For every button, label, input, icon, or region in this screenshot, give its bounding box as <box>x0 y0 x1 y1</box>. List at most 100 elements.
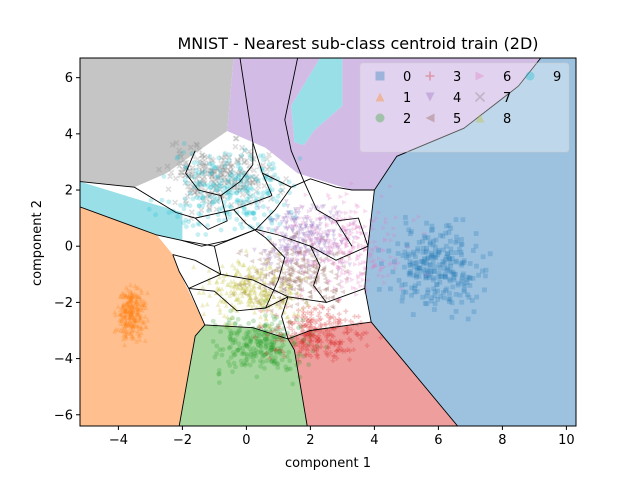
data-point <box>316 240 322 246</box>
data-point <box>291 218 297 224</box>
data-point <box>282 274 287 280</box>
data-point <box>315 225 321 231</box>
data-point <box>396 260 402 266</box>
data-point <box>329 242 335 248</box>
data-point <box>228 279 234 284</box>
data-point <box>235 296 241 302</box>
data-point <box>231 284 237 290</box>
data-point <box>315 244 321 250</box>
data-point <box>246 342 252 347</box>
data-point <box>123 292 129 298</box>
data-point <box>113 326 119 332</box>
data-point <box>247 290 253 296</box>
data-point <box>241 335 247 341</box>
data-point <box>126 321 132 327</box>
data-point <box>307 230 313 236</box>
data-point <box>263 337 269 343</box>
data-point <box>337 264 343 270</box>
data-point <box>224 184 230 189</box>
data-point <box>199 197 206 204</box>
data-point <box>273 266 279 272</box>
data-point <box>305 226 311 231</box>
data-point <box>311 306 317 312</box>
data-point <box>232 281 238 287</box>
data-point <box>294 262 300 268</box>
data-point <box>279 219 285 225</box>
data-point <box>262 279 268 285</box>
data-point <box>242 174 248 179</box>
data-point <box>122 315 128 320</box>
data-point <box>300 309 306 315</box>
data-point <box>127 294 133 299</box>
data-point <box>421 266 427 272</box>
data-point <box>270 187 275 193</box>
x-tick-label: 10 <box>558 433 575 448</box>
data-point <box>197 180 204 187</box>
data-point <box>261 288 267 294</box>
data-point <box>243 253 249 258</box>
data-point <box>209 189 216 196</box>
data-point <box>232 321 238 327</box>
data-point <box>245 281 251 287</box>
data-point <box>276 265 282 271</box>
data-point <box>142 302 148 308</box>
data-point <box>132 291 138 297</box>
data-point <box>292 233 298 238</box>
data-point <box>245 174 250 179</box>
data-point <box>129 289 135 295</box>
data-point <box>273 326 279 331</box>
data-point <box>242 288 248 294</box>
data-point <box>244 182 249 188</box>
data-point <box>118 320 123 326</box>
data-point <box>247 295 253 301</box>
data-point <box>361 243 366 249</box>
data-point <box>235 171 242 178</box>
data-point <box>332 353 338 359</box>
data-point <box>182 177 188 183</box>
data-point <box>285 246 291 252</box>
data-point <box>337 339 343 345</box>
data-point <box>310 332 316 338</box>
data-point <box>267 218 273 224</box>
data-point <box>121 290 126 296</box>
data-point <box>428 271 433 277</box>
data-point <box>227 152 233 158</box>
data-point <box>292 235 298 240</box>
data-point <box>187 190 194 197</box>
data-point <box>269 347 274 352</box>
data-point <box>414 289 420 294</box>
data-point <box>358 261 363 267</box>
data-point <box>307 230 312 236</box>
data-point <box>223 190 229 196</box>
data-point <box>209 201 215 207</box>
data-point <box>199 169 206 176</box>
data-point <box>430 259 436 265</box>
data-point <box>217 183 222 189</box>
data-point <box>244 196 250 202</box>
data-point <box>214 289 220 295</box>
data-point <box>285 269 290 275</box>
data-point <box>345 329 351 335</box>
data-point <box>273 217 279 223</box>
region-4 <box>227 58 541 190</box>
data-point <box>239 299 244 304</box>
data-point <box>186 187 193 194</box>
data-point <box>324 233 329 239</box>
data-point <box>330 314 336 320</box>
data-point <box>321 240 327 246</box>
data-point <box>430 254 436 260</box>
data-point <box>325 233 330 239</box>
data-point <box>286 272 292 278</box>
data-point <box>227 328 233 334</box>
data-point <box>125 294 131 300</box>
data-point <box>188 186 195 193</box>
data-point <box>316 313 321 319</box>
data-point <box>366 277 371 283</box>
data-point <box>130 313 136 319</box>
data-point <box>283 248 289 254</box>
data-point <box>275 193 281 199</box>
data-point <box>267 216 272 222</box>
data-point <box>432 289 438 295</box>
data-point <box>128 312 133 317</box>
